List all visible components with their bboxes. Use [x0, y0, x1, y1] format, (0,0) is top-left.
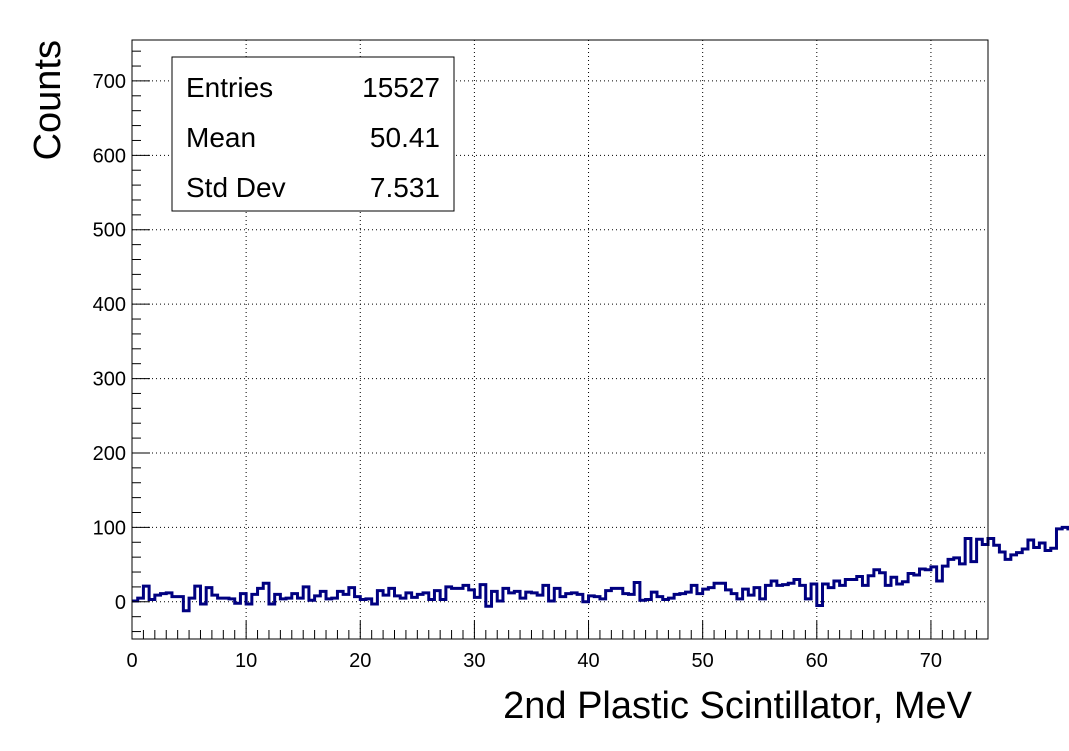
- y-tick-label: 300: [93, 369, 126, 391]
- y-tick-label: 600: [93, 145, 126, 167]
- x-tick-label: 40: [577, 650, 599, 672]
- y-tick-label: 400: [93, 294, 126, 316]
- y-axis-title: Counts: [27, 40, 69, 160]
- stats-value: 15527: [362, 72, 440, 103]
- x-tick-label: 60: [806, 650, 828, 672]
- histogram-line: [132, 525, 1069, 613]
- stats-box: Entries 15527 Mean 50.41 Std Dev 7.531: [171, 56, 455, 212]
- stats-value: 50.41: [370, 122, 440, 153]
- x-axis-title: 2nd Plastic Scintillator, MeV: [503, 685, 973, 727]
- x-tick-label: 20: [349, 650, 371, 672]
- y-tick-label: 200: [93, 443, 126, 465]
- x-tick-label: 0: [126, 650, 137, 672]
- stats-box-frame: [171, 56, 455, 212]
- stats-label: Mean: [186, 122, 256, 153]
- x-tick-label: 10: [235, 650, 257, 672]
- stats-value: 7.531: [370, 172, 440, 203]
- y-tick-label: 500: [93, 220, 126, 242]
- y-tick-label: 700: [93, 71, 126, 93]
- data-layer: [132, 525, 1069, 613]
- x-tick-label: 30: [463, 650, 485, 672]
- stats-label: Std Dev: [186, 172, 286, 203]
- y-tick-label: 0: [115, 592, 126, 614]
- grid-lines: [131, 40, 988, 639]
- stats-label: Entries: [186, 72, 273, 103]
- x-tick-label: 50: [692, 650, 714, 672]
- y-tick-label: 100: [93, 517, 126, 539]
- plot-frame: [131, 39, 989, 640]
- x-tick-label: 70: [920, 650, 942, 672]
